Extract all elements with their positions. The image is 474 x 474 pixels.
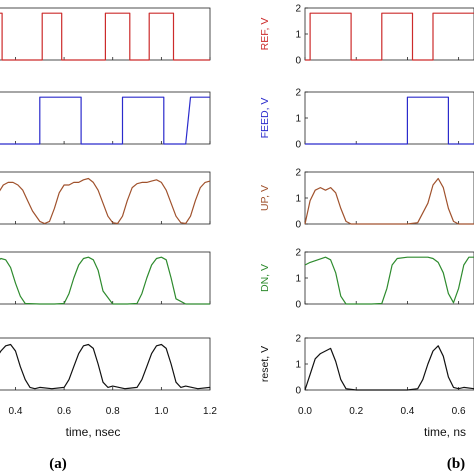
y-tick-label: 0 [295, 140, 301, 151]
x-tick-label: 0.8 [106, 406, 120, 417]
x-tick-label: 0.6 [452, 406, 466, 417]
series-line-b-dn [304, 256, 474, 305]
plot-frame-a-up [0, 171, 211, 225]
panel-b: 0 1 2 REF, V 0 1 2 FEED, V 0 1 2 UP, V 0 1 2 DN, V 0 1 2 re… [259, 4, 474, 417]
y-tick-label: 2 [295, 334, 301, 345]
panel-a: 0.4 0.6 0.8 1.0 1.2 [0, 7, 217, 417]
y-axis-label-ref: REF, V [259, 18, 271, 51]
plot-frame-b-ref [304, 7, 474, 61]
y-axis-label-up: UP, V [259, 185, 271, 211]
plot-frame-a-dn [0, 251, 211, 305]
series-line-a-up [0, 177, 211, 225]
series-line-b-ref [305, 12, 474, 61]
y-tick-label: 1 [295, 114, 301, 125]
x-tick-label: 0.6 [57, 406, 71, 417]
y-tick-label: 1 [295, 194, 301, 205]
x-tick-label: 0.4 [9, 406, 23, 417]
x-tick-label: 0.2 [349, 406, 363, 417]
series-line-a-reset [0, 343, 211, 390]
x-tick-label: 0.0 [298, 406, 312, 417]
y-axis-label-feed: FEED, V [259, 98, 271, 139]
series-line-a-feed [0, 96, 210, 145]
x-tick-label: 1.0 [154, 406, 168, 417]
y-tick-label: 2 [295, 4, 301, 15]
y-tick-label: 1 [295, 360, 301, 371]
y-tick-label: 0 [295, 300, 301, 311]
y-axis-label-reset: reset, V [259, 346, 271, 382]
series-line-a-ref [0, 12, 210, 61]
series-line-b-up [304, 177, 474, 225]
y-tick-label: 2 [295, 88, 301, 99]
series-line-b-reset [304, 345, 474, 391]
series-line-b-feed [305, 96, 474, 145]
plot-frame-a-feed [0, 91, 211, 145]
xlabel-a: time, nsec [66, 425, 121, 439]
y-tick-label: 0 [295, 220, 301, 231]
plot-frame-a-reset [0, 337, 211, 391]
panel-label-a: (a) [49, 456, 67, 472]
y-tick-label: 2 [295, 248, 301, 259]
y-tick-label: 0 [295, 386, 301, 397]
y-axis-label-dn: DN, V [259, 264, 271, 292]
series-line-a-dn [0, 256, 210, 305]
plot-frame-b-up [304, 171, 474, 225]
panel-label-b: (b) [447, 456, 465, 472]
y-tick-label: 1 [295, 30, 301, 41]
x-tick-label: 0.4 [400, 406, 414, 417]
xlabel-b: time, ns [424, 425, 466, 439]
y-tick-label: 2 [295, 168, 301, 179]
y-tick-label: 0 [295, 56, 301, 67]
plot-frame-b-reset [304, 337, 474, 391]
y-tick-label: 1 [295, 274, 301, 285]
x-tick-label: 1.2 [203, 406, 217, 417]
